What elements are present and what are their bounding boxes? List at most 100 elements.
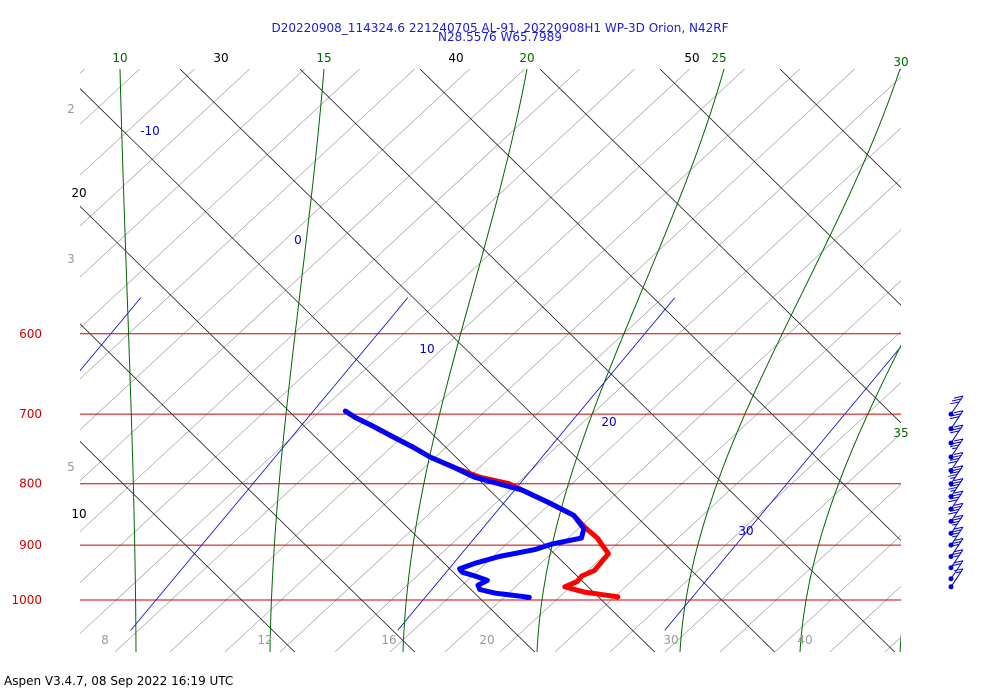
moist-adiabat-label: 30 xyxy=(893,55,908,69)
mixing-ratio-line xyxy=(224,69,855,652)
isotherm-label: 30 xyxy=(738,524,753,538)
moist-adiabat-line xyxy=(536,69,725,652)
moist-adiabat-line xyxy=(679,69,901,652)
moist-adiabat-line xyxy=(899,633,901,652)
mixing-ratio-line xyxy=(80,69,140,125)
mixing-ratio-line xyxy=(80,69,85,74)
dry-adiabat-line xyxy=(779,69,901,189)
mixing-ratio-label: 12 xyxy=(257,633,272,647)
footer-version-text: Aspen V3.4.7, 08 Sep 2022 16:19 UTC xyxy=(4,674,234,688)
dry-adiabat-line xyxy=(659,69,901,306)
mixing-ratio-line xyxy=(80,69,635,583)
mixing-ratio-line xyxy=(995,69,1000,652)
isotherm-line xyxy=(130,297,409,631)
mixing-ratio-line xyxy=(114,69,745,652)
dry-adiabat-line xyxy=(80,88,655,652)
temperature-trace xyxy=(342,408,621,600)
mixing-ratio-line xyxy=(609,382,901,652)
dry-adiabat-line xyxy=(899,69,901,71)
wind-barb xyxy=(948,452,964,474)
grid-lines xyxy=(0,69,1000,652)
moist-adiabat-line xyxy=(269,69,325,652)
mixing-ratio-line xyxy=(554,331,901,652)
mixing-ratio-line xyxy=(389,178,901,652)
moist-adiabat-label: 35 xyxy=(893,426,908,440)
dry-adiabat-line xyxy=(539,69,901,424)
sounding-traces xyxy=(342,408,621,600)
mixing-ratio-line xyxy=(80,69,580,533)
dry-adiabat-line xyxy=(179,69,775,652)
wind-barb xyxy=(948,410,964,432)
dry-adiabat-line xyxy=(419,69,901,542)
moist-adiabat-line xyxy=(402,69,528,652)
isobar-label: 600 xyxy=(19,327,42,341)
dry-adiabat-label: 40 xyxy=(448,51,463,65)
mixing-ratio-line xyxy=(829,585,901,652)
mixing-ratio-line xyxy=(664,433,901,652)
moist-adiabat-label: 15 xyxy=(316,51,331,65)
mixing-ratio-line xyxy=(80,69,195,176)
mixing-ratio-line xyxy=(80,69,690,634)
wind-barb xyxy=(948,560,964,582)
isobar-label: 1000 xyxy=(11,593,42,607)
mixing-ratio-line xyxy=(940,69,1000,652)
wind-barb xyxy=(948,502,964,524)
mixing-ratio-line xyxy=(719,483,901,652)
mixing-ratio-line xyxy=(334,127,901,652)
mixing-ratio-label: 8 xyxy=(101,633,109,647)
wind-barb xyxy=(948,438,964,460)
dry-adiabat-line xyxy=(80,441,295,652)
isotherm-label: 20 xyxy=(601,415,616,429)
wind-barb xyxy=(948,549,964,571)
isobar-label: 900 xyxy=(19,538,42,552)
isotherm-line xyxy=(932,298,1000,631)
chart-subtitle: N28.5576 W65.7989 xyxy=(438,30,562,44)
chart-title: D20220908_114324.6 221240705 AL-91, 2022… xyxy=(271,21,728,35)
dewpoint-trace xyxy=(342,408,587,600)
mixing-ratio-line xyxy=(774,534,901,652)
mixing-ratio-line xyxy=(0,69,30,652)
moist-adiabat-label: 25 xyxy=(711,51,726,65)
isotherm-label: -10 xyxy=(140,124,160,138)
dry-adiabat-label: 50 xyxy=(684,51,699,65)
isotherm-label: 10 xyxy=(419,342,434,356)
mixing-ratio-line xyxy=(884,636,901,652)
dry-adiabat-line xyxy=(299,69,895,652)
mixing-ratio-label: 16 xyxy=(381,633,396,647)
mixing-ratio-line xyxy=(169,69,800,652)
mixing-ratio-line xyxy=(80,69,415,380)
wind-barb xyxy=(948,478,964,500)
wind-barbs xyxy=(948,395,964,590)
mixing-ratio-label: 5 xyxy=(67,460,75,474)
moist-adiabat-label: 10 xyxy=(112,51,127,65)
mixing-ratio-line xyxy=(80,69,250,227)
mixing-ratio-line xyxy=(444,229,901,652)
mixing-ratio-label: 3 xyxy=(67,252,75,266)
wind-barb xyxy=(948,514,964,536)
mixing-ratio-label: 2 xyxy=(67,102,75,116)
mixing-ratio-line xyxy=(279,76,901,652)
mixing-ratio-line xyxy=(80,69,360,329)
dry-adiabat-label: 30 xyxy=(213,51,228,65)
wind-barb xyxy=(948,568,964,590)
wind-barb xyxy=(948,395,964,417)
mixing-ratio-label: 20 xyxy=(479,633,494,647)
wind-barb xyxy=(948,526,964,548)
dry-adiabat-label: 10 xyxy=(71,507,86,521)
dry-adiabat-line xyxy=(80,323,415,652)
wind-barb xyxy=(948,465,964,487)
isobars: 600 700 800 900 1000 xyxy=(11,327,901,607)
dry-adiabat-label: 20 xyxy=(71,186,86,200)
wind-barb xyxy=(948,538,964,560)
moist-adiabat-line xyxy=(799,344,901,652)
isotherm-line xyxy=(664,346,901,631)
moist-adiabat-line xyxy=(119,69,137,652)
mixing-ratio-line xyxy=(499,280,901,652)
dry-adiabat-line xyxy=(80,205,535,652)
mixing-ratio-line xyxy=(80,69,470,431)
mixing-ratio-label: 40 xyxy=(797,633,812,647)
moist-adiabat-label: 20 xyxy=(519,51,534,65)
isotherm-label: 0 xyxy=(294,233,302,247)
mixing-ratio-line xyxy=(80,69,525,482)
